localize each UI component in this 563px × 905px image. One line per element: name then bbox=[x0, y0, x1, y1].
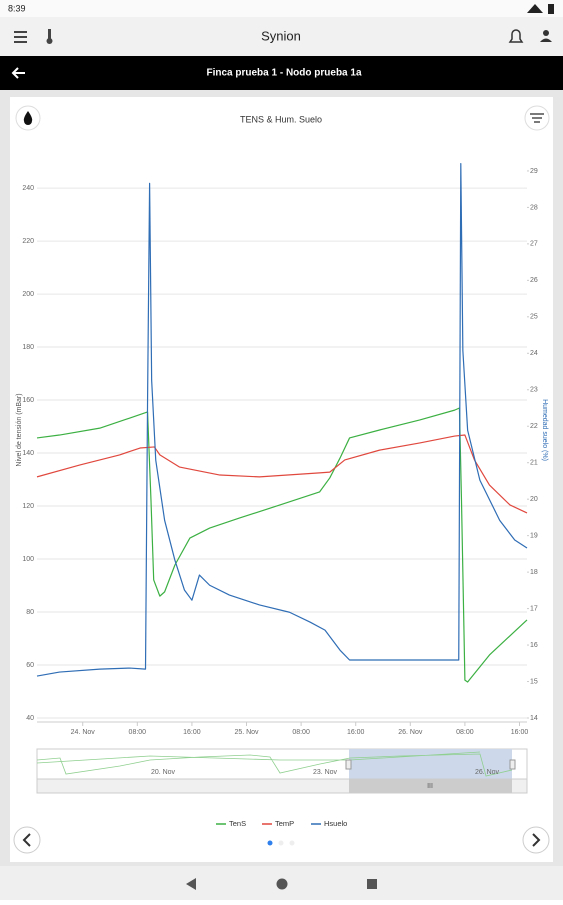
legend: TenS TemP Hsuelo bbox=[216, 819, 347, 828]
app-title: Synion bbox=[261, 28, 301, 43]
x-tick-label: 16:00 bbox=[511, 729, 529, 736]
y2-tick-label: 16 bbox=[530, 642, 538, 649]
filter-button[interactable] bbox=[524, 105, 550, 131]
y2-tick-label: 26 bbox=[530, 277, 538, 284]
series-line bbox=[36, 434, 528, 514]
navigator-label: 20. Nov bbox=[151, 769, 176, 776]
y2-axis-label: Humedad suelo (%) bbox=[541, 399, 548, 461]
y-tick-label: 80 bbox=[26, 609, 34, 616]
type-button[interactable] bbox=[15, 105, 41, 131]
header-title: Finca prueba 1 - Nodo prueba 1a bbox=[206, 68, 361, 79]
y-tick-label: 240 bbox=[22, 185, 34, 192]
chart-title: TENS & Hum. Suelo bbox=[240, 114, 322, 124]
navigator-handle-left[interactable] bbox=[345, 759, 352, 770]
x-tick-label: 08:00 bbox=[292, 729, 310, 736]
nav-recents[interactable] bbox=[367, 879, 377, 889]
y-tick-label: 160 bbox=[22, 397, 34, 404]
sensor-button[interactable] bbox=[46, 29, 53, 44]
scrollbar-thumb[interactable] bbox=[349, 779, 512, 793]
plot: 40 60 80 100 120 140 160 180 200 220 240 14 15 16 17 18… bbox=[22, 163, 538, 736]
y-tick-label: 40 bbox=[26, 715, 34, 722]
y2-tick-label: 21 bbox=[530, 460, 538, 467]
navigator: 20. Nov 23. Nov 26. Nov III bbox=[36, 748, 528, 794]
y-tick-label: 200 bbox=[22, 291, 34, 298]
y2-tick-label: 22 bbox=[530, 423, 538, 430]
y2-tick-label: 15 bbox=[530, 678, 538, 685]
y2-tick-label: 29 bbox=[530, 168, 538, 175]
y-tick-label: 180 bbox=[22, 344, 34, 351]
y-tick-label: 100 bbox=[22, 556, 34, 563]
y2-tick-label: 19 bbox=[530, 532, 538, 539]
battery-icon bbox=[548, 4, 554, 14]
navigator-label: 23. Nov bbox=[313, 769, 338, 776]
x-tick-label: 26. Nov bbox=[398, 729, 423, 736]
app-bar bbox=[0, 17, 563, 56]
x-tick-label: 08:00 bbox=[129, 729, 147, 736]
x-tick-label: 24. Nov bbox=[71, 729, 96, 736]
y-tick-label: 60 bbox=[26, 662, 34, 669]
navigator-preview bbox=[36, 751, 513, 777]
y2-tick-label: 18 bbox=[530, 569, 538, 576]
nav-back[interactable] bbox=[186, 878, 196, 890]
x-tick-label: 16:00 bbox=[347, 729, 365, 736]
header-bar bbox=[0, 56, 563, 90]
notifications-button[interactable] bbox=[508, 29, 524, 43]
y2-tick-label: 23 bbox=[530, 387, 538, 394]
nav-home[interactable] bbox=[276, 878, 288, 890]
y-tick-label: 120 bbox=[22, 503, 34, 510]
y-tick-label: 220 bbox=[22, 238, 34, 245]
navigator-label: 26. Nov bbox=[475, 769, 500, 776]
y2-tick-label: 17 bbox=[530, 605, 538, 612]
x-tick-label: 08:00 bbox=[456, 729, 474, 736]
y-axis-label: Nivel de tensión (mBar) bbox=[16, 393, 23, 466]
y2-tick-label: 25 bbox=[530, 314, 538, 321]
y2-tick-label: 20 bbox=[530, 496, 538, 503]
series-line bbox=[36, 407, 528, 683]
next-button[interactable] bbox=[522, 826, 550, 854]
legend-label[interactable]: TemP bbox=[275, 819, 294, 828]
chart-card bbox=[10, 97, 553, 862]
page-dots bbox=[267, 840, 295, 846]
wifi-icon bbox=[527, 4, 543, 13]
navigator-handle-right[interactable] bbox=[509, 759, 516, 770]
legend-label[interactable]: TenS bbox=[229, 819, 246, 828]
y2-tick-label: 27 bbox=[530, 241, 538, 248]
prev-button[interactable] bbox=[13, 826, 41, 854]
scrollbar-grip: III bbox=[427, 783, 433, 790]
menu-button[interactable] bbox=[14, 31, 27, 43]
status-bar bbox=[0, 0, 563, 17]
back-button[interactable] bbox=[11, 67, 25, 79]
y2-tick-label: 28 bbox=[530, 204, 538, 211]
y2-tick-label: 24 bbox=[530, 350, 538, 357]
navigator-selection[interactable] bbox=[349, 749, 512, 779]
series-line bbox=[36, 163, 528, 677]
y-tick-label: 140 bbox=[22, 450, 34, 457]
x-tick-label: 16:00 bbox=[183, 729, 201, 736]
account-button[interactable] bbox=[540, 30, 552, 42]
legend-label[interactable]: Hsuelo bbox=[324, 819, 347, 828]
y2-tick-label: 14 bbox=[530, 715, 538, 722]
x-tick-label: 25. Nov bbox=[234, 729, 259, 736]
status-time: 8:39 bbox=[8, 3, 26, 13]
